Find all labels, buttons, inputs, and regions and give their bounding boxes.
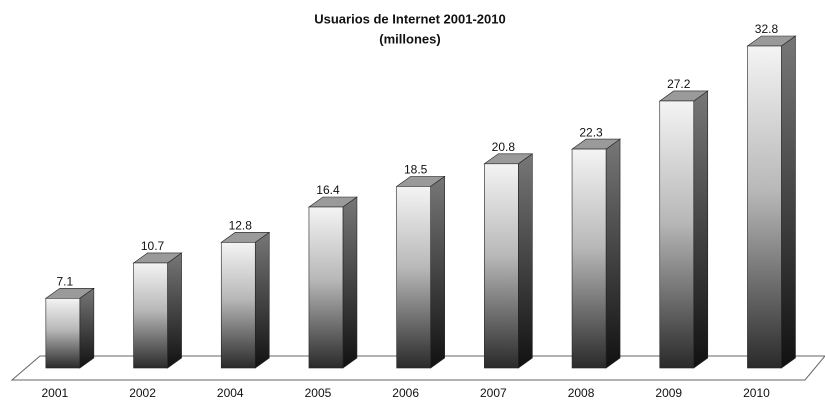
bar-side xyxy=(605,138,621,369)
x-tick-label: 2008 xyxy=(568,386,595,400)
bar xyxy=(44,287,95,369)
bar xyxy=(220,231,271,369)
x-tick-label: 2004 xyxy=(217,386,244,400)
x-tick-label: 2007 xyxy=(480,386,507,400)
value-label: 22.3 xyxy=(579,125,603,139)
bar xyxy=(571,138,621,369)
value-label: 18.5 xyxy=(404,163,428,177)
x-tick-label: 2002 xyxy=(129,386,156,400)
value-label: 32.8 xyxy=(755,22,779,36)
x-tick-label: 2001 xyxy=(41,386,68,400)
value-label: 7.1 xyxy=(57,274,74,288)
x-tick-label: 2009 xyxy=(655,386,682,400)
bar-front xyxy=(220,242,256,369)
bar xyxy=(308,196,358,369)
value-label: 27.2 xyxy=(667,77,691,91)
bar-side xyxy=(781,35,796,369)
bar-side xyxy=(342,196,358,369)
bar-front xyxy=(484,163,519,369)
x-tick-label: 2006 xyxy=(392,386,419,400)
chart-subtitle: (millones) xyxy=(379,31,440,46)
bar-front xyxy=(45,297,81,369)
bar-front xyxy=(571,148,607,369)
x-tick-label: 2005 xyxy=(305,386,332,400)
bar-side xyxy=(693,90,709,369)
bar-front xyxy=(308,206,344,369)
bar-front xyxy=(659,100,695,369)
value-label: 20.8 xyxy=(492,140,516,154)
bar xyxy=(483,153,534,369)
bar-front xyxy=(747,45,782,369)
value-label: 16.4 xyxy=(316,183,340,197)
bar-side xyxy=(518,153,533,369)
bar xyxy=(132,252,183,369)
bar-side xyxy=(254,231,270,369)
bar-front xyxy=(396,186,431,369)
value-label: 10.7 xyxy=(141,239,165,253)
bar-side xyxy=(430,175,445,369)
bar xyxy=(746,35,797,369)
chart-title: Usuarios de Internet 2001-2010 xyxy=(314,11,505,26)
bar xyxy=(658,90,709,369)
bar-front xyxy=(133,262,168,369)
x-tick-label: 2010 xyxy=(743,386,770,400)
bar-side xyxy=(167,252,182,369)
value-label: 12.8 xyxy=(229,219,253,233)
bar xyxy=(395,175,446,369)
bar-side xyxy=(79,287,95,369)
